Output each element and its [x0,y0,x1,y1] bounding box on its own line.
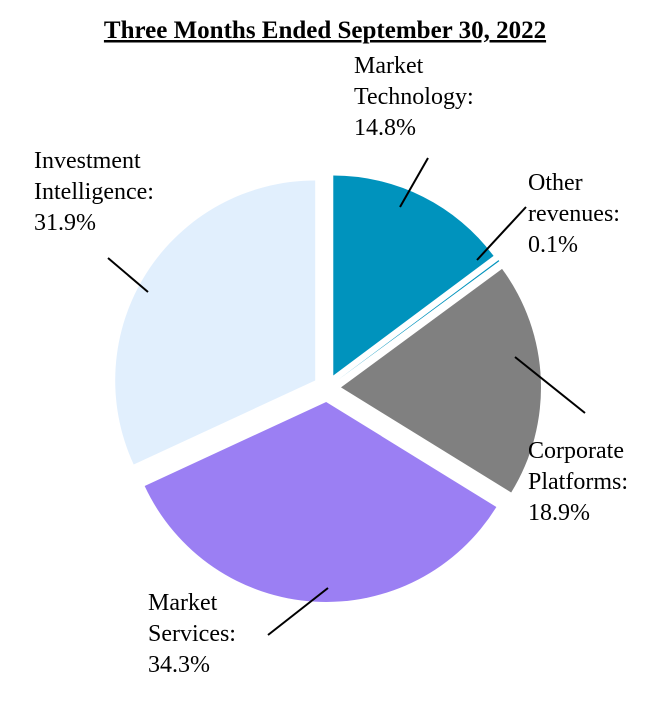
pie-slice [115,180,316,465]
leader-line [514,356,586,414]
pie-slice [333,175,494,376]
slice-label-line: 34.3% [148,652,210,678]
slice-label-line: Market [148,590,218,616]
slice-labels: Market Technology: 14.8% Other revenues: 0.1%… [34,53,628,678]
leader-line [107,257,149,293]
chart-title: Three Months Ended September 30, 2022 [104,17,546,44]
pie-slice [340,268,541,493]
pie-slice [144,401,497,602]
slice-label: Other revenues: 0.1% [528,170,620,258]
slice-label-line: Intelligence: [34,179,154,205]
leader-lines [107,157,586,636]
slice-label: Corporate Platforms: 18.9% [528,438,628,526]
pie-slice [338,260,500,380]
slice-label: Market Services: 34.3% [148,590,236,678]
slice-label: Market Technology: 14.8% [354,53,474,141]
leader-line [476,206,527,261]
slice-label-line: Technology: [354,84,474,110]
slice-label-line: 14.8% [354,115,416,141]
slice-label-line: 18.9% [528,500,590,526]
slice-label-line: Corporate [528,438,624,464]
slice-label-line: 0.1% [528,232,578,258]
leader-line [399,157,429,208]
slice-label-line: Investment [34,148,141,174]
slice-label-line: Market [354,53,424,79]
leader-line [267,587,329,636]
slice-label-line: Platforms: [528,469,628,495]
slice-label-line: Services: [148,621,236,647]
slice-label-line: Other [528,170,583,196]
slice-label-line: 31.9% [34,210,96,236]
slice-label: Investment Intelligence: 31.9% [34,148,154,236]
pie-slices [115,175,541,602]
slice-label-line: revenues: [528,201,620,227]
